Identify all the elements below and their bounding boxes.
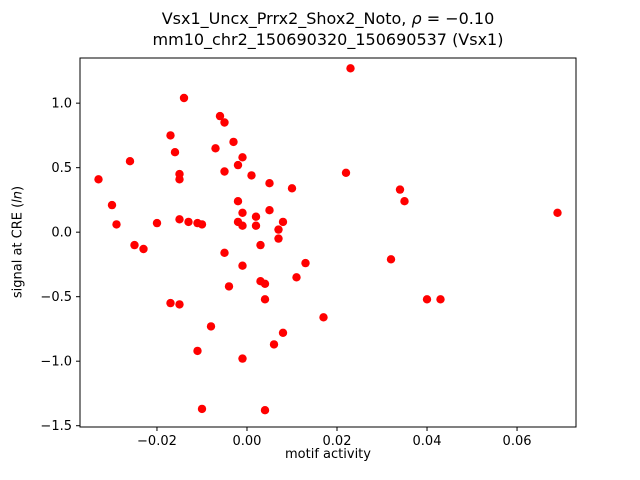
data-point <box>238 208 247 217</box>
data-point <box>233 197 243 206</box>
data-point <box>220 248 229 257</box>
data-point <box>197 404 207 414</box>
data-point <box>247 171 256 180</box>
data-point <box>238 221 247 230</box>
data-point <box>220 167 229 176</box>
data-point <box>179 93 189 103</box>
data-point <box>130 240 139 250</box>
data-point <box>94 175 103 184</box>
data-point <box>206 322 216 331</box>
data-point <box>260 406 270 415</box>
data-point <box>301 258 310 268</box>
data-point <box>175 215 184 224</box>
chart-title-line2: mm10_chr2_150690320_150690537 (Vsx1) <box>152 30 504 49</box>
y-tick-label: −0.5 <box>40 290 72 305</box>
y-tick-label: −1.0 <box>40 355 72 370</box>
data-point <box>139 244 148 254</box>
data-point <box>292 273 301 282</box>
x-tick-label: 0.04 <box>413 434 442 449</box>
data-point <box>319 313 328 322</box>
data-point <box>220 118 229 127</box>
data-point <box>211 144 220 153</box>
data-point <box>269 340 279 349</box>
data-point <box>125 157 135 166</box>
data-point <box>422 295 432 304</box>
title-prefix: Vsx1_Uncx_Prrx2_Shox2_Noto, <box>161 9 412 28</box>
data-point <box>112 220 121 229</box>
data-point <box>341 168 351 177</box>
data-point <box>278 217 288 227</box>
data-point <box>260 279 270 288</box>
data-point <box>184 217 193 227</box>
y-tick-label: 0.5 <box>51 161 72 176</box>
data-point <box>175 175 184 184</box>
data-point <box>224 282 234 291</box>
data-point <box>166 131 175 140</box>
y-tick-label: 0.0 <box>51 226 72 241</box>
data-point <box>274 225 283 234</box>
x-tick-label: 0.06 <box>503 434 532 449</box>
data-point <box>265 206 274 215</box>
data-point <box>400 197 409 206</box>
data-point <box>395 185 405 194</box>
data-point <box>193 346 202 356</box>
data-point <box>260 295 270 304</box>
title-correlation-value: = −0.10 <box>421 9 495 28</box>
data-point <box>251 212 261 221</box>
y-tick-label: 1.0 <box>51 97 72 112</box>
data-point <box>274 234 283 243</box>
data-point <box>436 295 445 304</box>
data-point <box>278 328 288 337</box>
data-point <box>287 184 297 193</box>
x-tick-label: 0.00 <box>233 434 262 449</box>
x-tick-label: −0.02 <box>137 434 177 449</box>
x-axis-label: motif activity <box>285 447 371 462</box>
title-rho-symbol: ρ <box>411 9 422 28</box>
data-point <box>256 240 265 250</box>
x-tick-label: 0.02 <box>323 434 352 449</box>
data-point <box>166 298 175 308</box>
data-point <box>251 221 261 230</box>
data-point <box>386 255 396 264</box>
axes-frame <box>79 57 577 428</box>
data-point <box>233 160 243 170</box>
data-point <box>238 261 247 270</box>
data-point <box>107 200 117 210</box>
data-point <box>238 354 247 363</box>
data-point <box>170 148 180 157</box>
data-point <box>175 300 184 309</box>
data-point <box>346 64 355 73</box>
data-point <box>229 137 238 147</box>
data-point <box>215 111 225 121</box>
data-point <box>553 208 562 217</box>
chart-title: Vsx1_Uncx_Prrx2_Shox2_Noto, ρ = −0.10 mm… <box>80 8 576 50</box>
data-point <box>197 220 207 229</box>
data-point <box>265 179 274 188</box>
y-tick-label: −1.5 <box>40 419 72 434</box>
data-point <box>238 153 247 162</box>
chart-title-line1: Vsx1_Uncx_Prrx2_Shox2_Noto, ρ = −0.10 <box>80 8 576 29</box>
data-point <box>152 218 162 228</box>
